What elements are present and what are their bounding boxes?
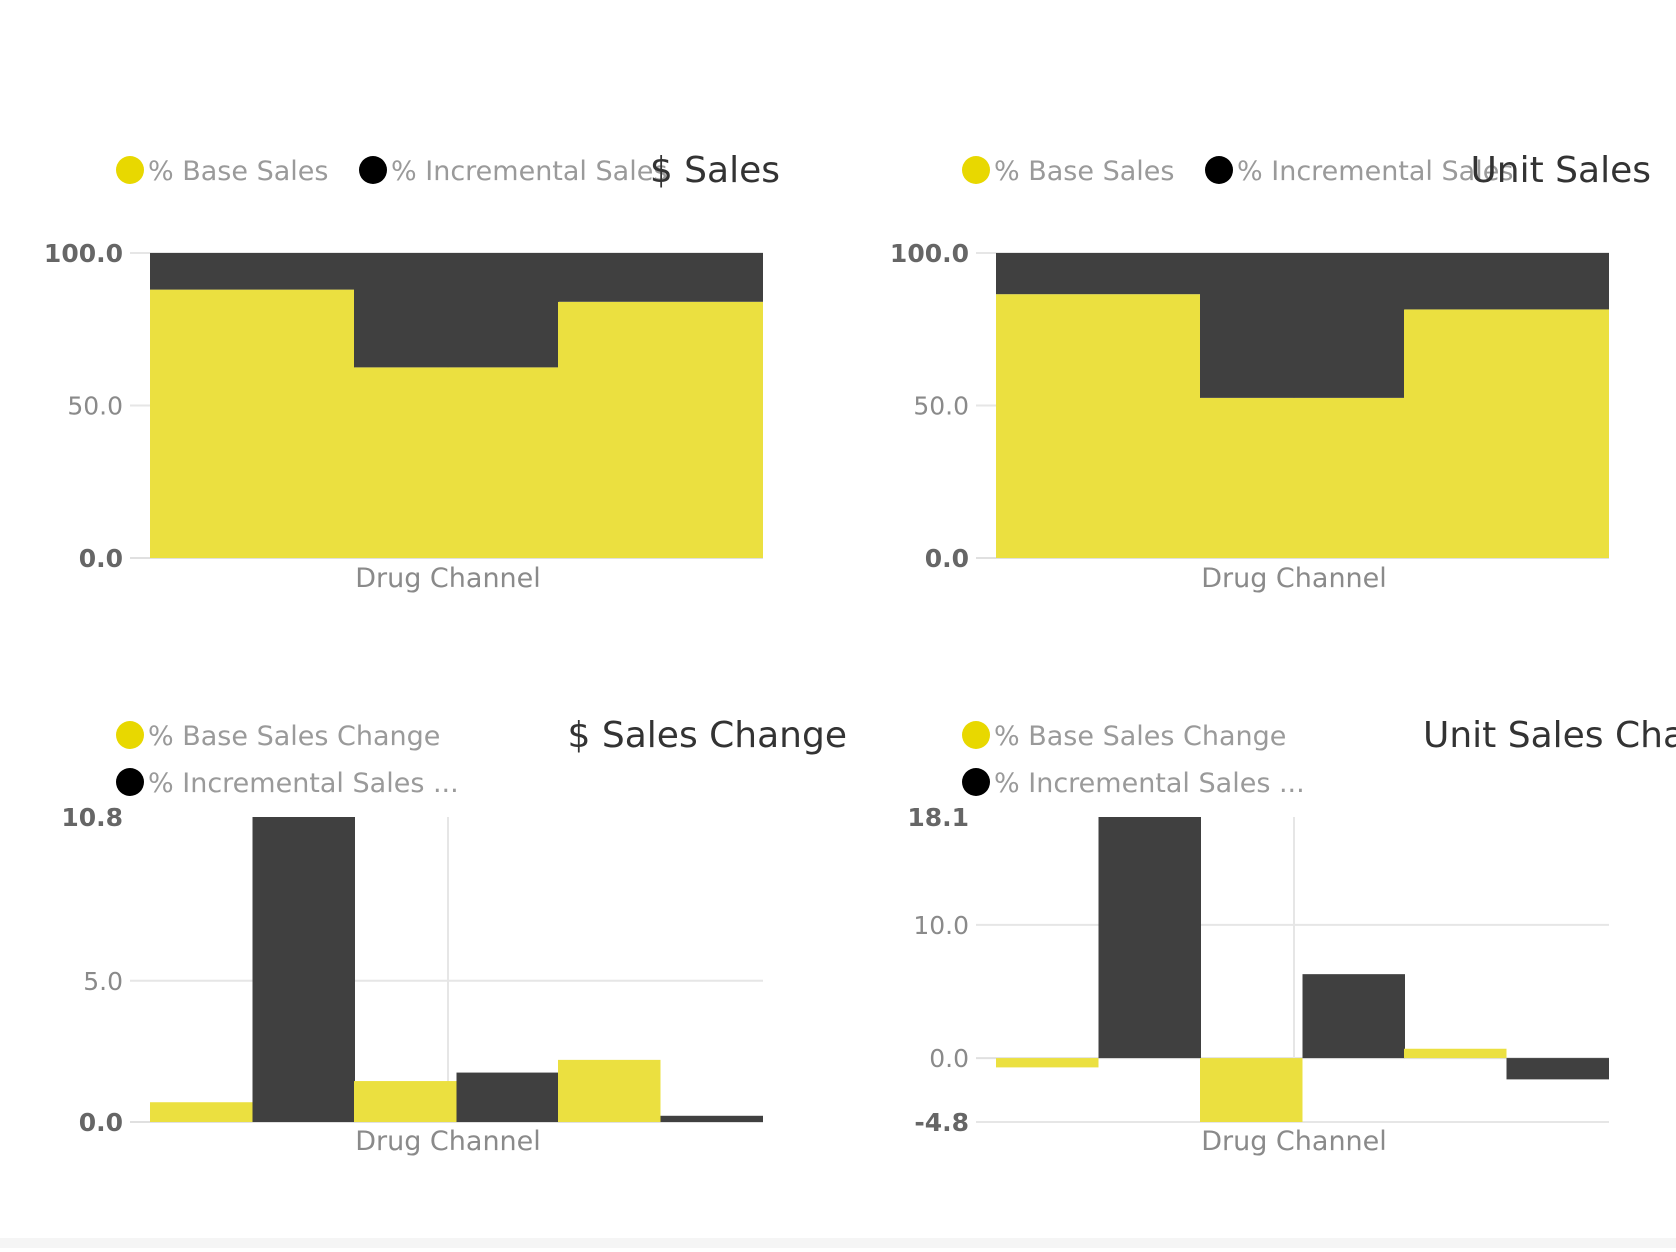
- y-tick-label: 18.1: [907, 803, 969, 832]
- legend-label-incremental[interactable]: % Incremental Sales ...: [148, 768, 459, 799]
- legend-label-base[interactable]: % Base Sales Change: [148, 721, 440, 752]
- x-axis-label: Drug Channel: [355, 1126, 541, 1157]
- bar-incremental-2[interactable]: [456, 1072, 560, 1122]
- bar-incremental-1[interactable]: [996, 253, 1201, 295]
- bar-incremental-1[interactable]: [252, 817, 356, 1122]
- bar-base-2[interactable]: [1200, 397, 1405, 558]
- chart-unit-sales-change: % Base Sales Change % Incremental Sales .…: [907, 715, 1676, 1157]
- legend-marker-base[interactable]: [116, 156, 144, 184]
- bar-incremental-1[interactable]: [150, 253, 355, 290]
- legend-marker-incremental[interactable]: [359, 156, 387, 184]
- bar-incremental-3[interactable]: [660, 1115, 764, 1122]
- y-tick-label: 5.0: [83, 967, 123, 996]
- y-tick-label: 0.0: [79, 544, 123, 573]
- legend-label-base[interactable]: % Base Sales: [148, 156, 328, 187]
- legend-marker-incremental[interactable]: [962, 768, 990, 796]
- bar-incremental-3[interactable]: [1404, 253, 1609, 310]
- bar-incremental-1[interactable]: [1098, 817, 1202, 1059]
- x-axis-label: Drug Channel: [1201, 1126, 1387, 1157]
- y-tick-label: 0.0: [929, 1044, 969, 1073]
- bar-base-2[interactable]: [1200, 1058, 1303, 1122]
- y-tick-label: 50.0: [913, 392, 969, 421]
- chart-title: Unit Sales Chan: [1423, 715, 1676, 756]
- bar-base-2[interactable]: [354, 1081, 457, 1122]
- chart-title: $ Sales Change: [568, 715, 847, 756]
- legend-label-base[interactable]: % Base Sales Change: [994, 721, 1286, 752]
- bar-base-3[interactable]: [558, 1059, 661, 1122]
- legend-label-incremental[interactable]: % Incremental Sales: [391, 156, 667, 187]
- chart-sales-change: % Base Sales Change % Incremental Sales .…: [61, 715, 847, 1157]
- bar-incremental-2[interactable]: [1200, 253, 1405, 398]
- bar-base-3[interactable]: [1404, 1048, 1507, 1059]
- y-tick-label: -4.8: [914, 1108, 969, 1137]
- chart-title: $ Sales: [650, 150, 780, 191]
- legend-marker-base[interactable]: [116, 721, 144, 749]
- chart-title: Unit Sales: [1470, 150, 1651, 191]
- bar-base-1[interactable]: [150, 1102, 253, 1122]
- y-tick-label: 10.0: [913, 911, 969, 940]
- bar-base-3[interactable]: [1404, 309, 1609, 558]
- bar-incremental-3[interactable]: [558, 253, 763, 302]
- bar-base-1[interactable]: [996, 1058, 1099, 1068]
- bar-base-2[interactable]: [354, 367, 559, 558]
- y-tick-label: 10.8: [61, 803, 123, 832]
- legend-marker-incremental[interactable]: [116, 768, 144, 796]
- y-tick-label: 100.0: [890, 239, 969, 268]
- legend-label-incremental[interactable]: % Incremental Sales ...: [994, 768, 1305, 799]
- chart-sales: % Base Sales % Incremental Sales$ Sales 0.…: [44, 150, 780, 594]
- legend-label-base[interactable]: % Base Sales: [994, 156, 1174, 187]
- bar-incremental-2[interactable]: [354, 253, 559, 368]
- legend-label-incremental[interactable]: % Incremental Sales: [1237, 156, 1513, 187]
- legend-marker-base[interactable]: [962, 721, 990, 749]
- x-axis-label: Drug Channel: [355, 563, 541, 594]
- legend-marker-base[interactable]: [962, 156, 990, 184]
- bar-incremental-3[interactable]: [1506, 1058, 1610, 1080]
- bar-incremental-2[interactable]: [1302, 974, 1406, 1059]
- bar-base-3[interactable]: [558, 301, 763, 558]
- legend-marker-incremental[interactable]: [1205, 156, 1233, 184]
- bottom-strip: [0, 1238, 1676, 1248]
- y-tick-label: 50.0: [67, 392, 123, 421]
- y-tick-label: 0.0: [79, 1108, 123, 1137]
- y-tick-label: 0.0: [925, 544, 969, 573]
- y-tick-label: 100.0: [44, 239, 123, 268]
- bar-base-1[interactable]: [150, 289, 355, 558]
- x-axis-label: Drug Channel: [1201, 563, 1387, 594]
- bar-base-1[interactable]: [996, 294, 1201, 558]
